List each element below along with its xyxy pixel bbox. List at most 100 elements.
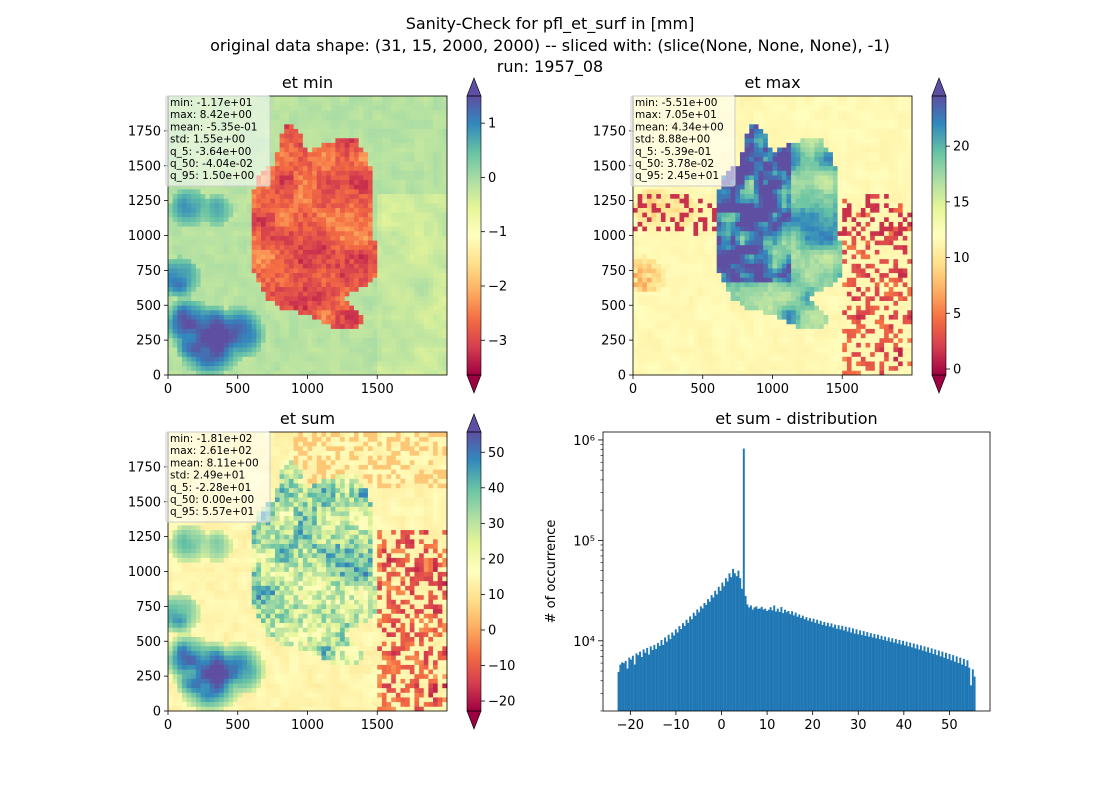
heatmap-cell	[330, 286, 336, 292]
heatmap-cell	[437, 175, 443, 181]
heatmap-cell	[442, 342, 448, 348]
heatmap-cell	[340, 137, 346, 143]
heatmap-cell	[344, 207, 350, 213]
heatmap-cell	[428, 109, 434, 115]
heatmap-cell	[437, 165, 443, 171]
heatmap-cell	[702, 258, 708, 264]
heatmap-cell	[684, 337, 690, 343]
heatmap-cell	[386, 175, 392, 181]
heatmap-cell	[433, 161, 439, 167]
heatmap-cell	[442, 314, 448, 320]
heatmap-cell	[363, 119, 369, 125]
heatmap-cell	[428, 309, 434, 315]
heatmap-cell	[665, 249, 671, 255]
heatmap-cell	[181, 202, 187, 208]
heatmap-cell	[349, 323, 355, 329]
heatmap-cell	[223, 244, 229, 250]
heatmap-cell	[367, 100, 373, 106]
heatmap-cell	[233, 337, 239, 343]
heatmap-cell	[372, 263, 378, 269]
heatmap-cell	[312, 216, 318, 222]
heatmap-cell	[437, 193, 443, 199]
heatmap-cell	[233, 258, 239, 264]
heatmap-cell	[321, 212, 327, 218]
heatmap-cell	[363, 244, 369, 250]
heatmap-cell	[637, 198, 643, 204]
heatmap-cell	[437, 291, 443, 297]
heatmap-cell	[181, 323, 187, 329]
heatmap-cell	[665, 337, 671, 343]
heatmap-cell	[409, 207, 415, 213]
heatmap-cell	[419, 156, 425, 162]
heatmap-cell	[367, 244, 373, 250]
heatmap-cell	[205, 356, 211, 362]
heatmap-cell	[279, 258, 285, 264]
heatmap-cell	[405, 323, 411, 329]
heatmap-cell	[270, 128, 276, 134]
heatmap-cell	[428, 123, 434, 129]
heatmap-cell	[716, 286, 722, 292]
heatmap-cell	[177, 342, 183, 348]
heatmap-cell	[670, 305, 676, 311]
heatmap-cell	[400, 351, 406, 357]
heatmap-cell	[437, 361, 443, 367]
heatmap-cell	[288, 323, 294, 329]
heatmap-cell	[321, 175, 327, 181]
heatmap-cell	[372, 319, 378, 325]
heatmap-cell	[428, 96, 434, 102]
heatmap-cell	[721, 263, 727, 269]
heatmap-cell	[293, 114, 299, 120]
heatmap-cell	[684, 291, 690, 297]
heatmap-cell	[349, 235, 355, 241]
heatmap-cell	[335, 300, 341, 306]
heatmap-cell	[405, 347, 411, 353]
heatmap-cell	[386, 207, 392, 213]
heatmap-cell	[656, 370, 662, 376]
heatmap-cell	[340, 156, 346, 162]
heatmap-cell	[363, 179, 369, 185]
heatmap-cell	[381, 142, 387, 148]
heatmap-cell	[372, 361, 378, 367]
heatmap-cell	[168, 254, 174, 260]
heatmap-cell	[247, 370, 253, 376]
heatmap-cell	[251, 258, 257, 264]
heatmap-cell	[335, 114, 341, 120]
heatmap-cell	[233, 356, 239, 362]
heatmap-cell	[349, 268, 355, 274]
heatmap-cell	[377, 202, 383, 208]
heatmap-cell	[256, 323, 262, 329]
heatmap-cell	[172, 361, 178, 367]
heatmap-cell	[391, 333, 397, 339]
heatmap-cell	[340, 258, 346, 264]
heatmap-cell	[186, 202, 192, 208]
heatmap-cell	[442, 179, 448, 185]
heatmap-cell	[442, 207, 448, 213]
heatmap-cell	[307, 254, 313, 260]
heatmap-cell	[721, 282, 727, 288]
heatmap-cell	[651, 342, 657, 348]
heatmap-cell	[735, 286, 741, 292]
heatmap-cell	[377, 105, 383, 111]
heatmap-cell	[270, 137, 276, 143]
heatmap-cell	[674, 198, 680, 204]
heatmap-cell	[721, 230, 727, 236]
heatmap-cell	[274, 96, 280, 102]
heatmap-cell	[656, 189, 662, 195]
heatmap-cell	[391, 226, 397, 232]
heatmap-cell	[326, 226, 332, 232]
heatmap-cell	[326, 244, 332, 250]
heatmap-cell	[679, 268, 685, 274]
heatmap-cell	[284, 244, 290, 250]
y-tick-label: 0	[153, 369, 161, 384]
heatmap-cell	[200, 351, 206, 357]
heatmap-cell	[172, 282, 178, 288]
heatmap-cell	[321, 207, 327, 213]
heatmap-cell	[316, 151, 322, 157]
heatmap-cell	[674, 319, 680, 325]
heatmap-cell	[726, 309, 732, 315]
heatmap-cell	[437, 249, 443, 255]
heatmap-cell	[247, 286, 253, 292]
heatmap-cell	[181, 235, 187, 241]
heatmap-cell	[670, 249, 676, 255]
heatmap-cell	[270, 291, 276, 297]
